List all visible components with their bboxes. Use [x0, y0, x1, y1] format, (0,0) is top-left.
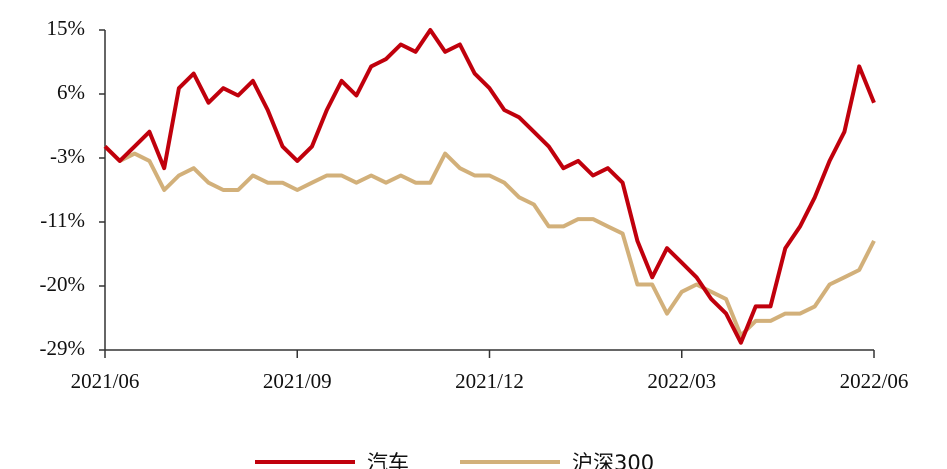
series-line [103, 28, 876, 345]
legend-label: 沪深300 [572, 451, 654, 469]
y-tick-label: -3% [50, 144, 85, 168]
y-tick-label: -11% [40, 208, 85, 232]
y-tick-label: -20% [40, 272, 86, 296]
x-tick-label: 2021/09 [263, 369, 332, 393]
y-tick-label: 6% [57, 80, 85, 104]
y-tick-label: -29% [40, 336, 86, 360]
x-tick-label: 2021/12 [455, 369, 524, 393]
y-tick-label: 15% [47, 16, 86, 40]
x-tick-label: 2022/03 [647, 369, 716, 393]
x-tick-label: 2022/06 [840, 369, 909, 393]
legend-label: 汽车 [367, 451, 409, 469]
x-tick-label: 2021/06 [71, 369, 140, 393]
